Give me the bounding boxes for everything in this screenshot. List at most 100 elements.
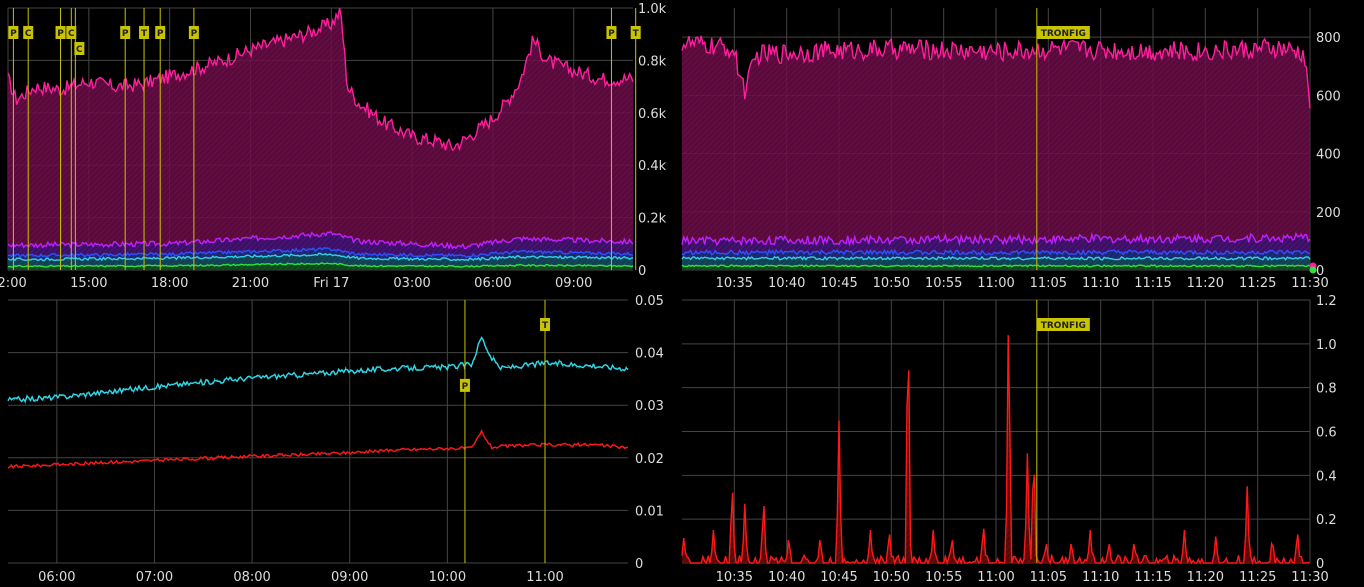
x-tick-label: 10:40: [768, 276, 805, 291]
x-tick-label: 10:50: [873, 570, 910, 585]
y-tick-label: 1.0: [1316, 338, 1337, 353]
x-tick-label: 08:00: [233, 570, 270, 585]
x-tick-label: 10:55: [925, 276, 962, 291]
y-tick-label: 0.2k: [638, 212, 667, 227]
x-tick-label: 11:05: [1030, 276, 1067, 291]
series-blue-line: [7, 247, 634, 259]
x-tick-label: 10:45: [820, 276, 857, 291]
x-tick-label: 10:35: [716, 570, 753, 585]
y-tick-label: 0: [1316, 557, 1324, 572]
x-tick-label: 15:00: [70, 276, 107, 291]
series-purple-line: [681, 232, 1311, 248]
series-pink-line: [681, 35, 1311, 109]
y-tick-label: 0.6k: [638, 107, 667, 122]
y-tick-label: 0.04: [635, 347, 664, 362]
y-tick-label: 600: [1316, 89, 1341, 104]
y-tick-label: 1.0k: [638, 2, 667, 17]
x-tick-label: 10:45: [820, 570, 857, 585]
y-tick-label: 0: [1316, 264, 1324, 279]
y-tick-label: 0.4: [1316, 469, 1337, 484]
x-tick-label: 11:15: [1134, 570, 1171, 585]
event-flag-label: P: [57, 29, 64, 39]
y-tick-label: 0.6: [1316, 426, 1337, 441]
series-red-hatch: [682, 335, 1310, 563]
plot-area: [8, 300, 628, 563]
series-pink-line: [7, 7, 634, 152]
x-tick-label: 21:00: [232, 276, 269, 291]
series-green-line: [681, 264, 1311, 268]
event-flag[interactable]: [139, 26, 150, 39]
y-tick-label: 0: [635, 557, 643, 572]
y-tick-label: 0.4k: [638, 159, 667, 174]
event-flag-label: P: [191, 29, 198, 39]
x-tick-label: 11:25: [1239, 276, 1276, 291]
series-green-line: [7, 262, 634, 268]
x-tick-label: 09:00: [555, 276, 592, 291]
x-tick-label: 10:40: [768, 570, 805, 585]
x-tick-label: 10:50: [873, 276, 910, 291]
x-tick-label: 10:55: [925, 570, 962, 585]
series-blue-line: [681, 248, 1311, 257]
x-tick-label: 11:00: [526, 570, 563, 585]
x-tick-label: 06:00: [474, 276, 511, 291]
event-flag-label: TRONFIG: [1041, 321, 1086, 331]
series-red-line: [681, 335, 1311, 566]
y-tick-label: 800: [1316, 31, 1341, 46]
x-tick-label: 12:00: [0, 276, 27, 291]
event-flag[interactable]: [55, 26, 66, 39]
y-tick-label: 0.2: [1316, 513, 1337, 528]
x-tick-label: 10:35: [716, 276, 753, 291]
x-tick-label: 03:00: [393, 276, 430, 291]
event-flag[interactable]: [23, 26, 34, 39]
x-tick-label: 11:20: [1187, 276, 1224, 291]
event-flag[interactable]: [606, 26, 617, 39]
event-flag-label: P: [462, 382, 469, 392]
event-flag-label: T: [141, 29, 148, 39]
event-flag-label: TRONFIG: [1041, 29, 1086, 39]
event-flag[interactable]: [1036, 26, 1090, 39]
series-cyan-line: [7, 252, 634, 262]
series-green-hatch: [8, 262, 633, 270]
event-flag[interactable]: [1036, 318, 1090, 331]
series-cyan-line: [681, 255, 1311, 261]
event-flag[interactable]: [120, 26, 131, 39]
x-tick-label: 11:15: [1134, 276, 1171, 291]
y-tick-label: 0.02: [635, 452, 664, 467]
series-pink-hatch: [8, 8, 633, 270]
x-tick-label: 10:00: [429, 570, 466, 585]
panel-requests-1h: 0 200 400 600 800 10:35 10:40 10:45 10:50 10:55 11…: [681, 8, 1341, 291]
event-flag[interactable]: [8, 26, 19, 39]
series-purple-line: [7, 230, 634, 250]
x-tick-label: 11:00: [977, 570, 1014, 585]
series-end-dot: [1309, 266, 1317, 274]
y-tick-label: 200: [1316, 206, 1341, 221]
x-tick-label: 11:00: [977, 276, 1014, 291]
x-tick-label: 11:10: [1082, 570, 1119, 585]
event-flag[interactable]: [630, 26, 641, 39]
x-tick-label: 11:30: [1291, 276, 1328, 291]
event-flag[interactable]: [188, 26, 199, 39]
x-tick-label: 11:10: [1082, 276, 1119, 291]
y-tick-label: 0.8: [1316, 382, 1337, 397]
y-tick-label: 0.01: [635, 504, 664, 519]
event-flag-label: P: [10, 29, 17, 39]
event-flag-label: T: [542, 321, 549, 331]
y-tick-label: 0.05: [635, 294, 664, 309]
series-pink-hatch: [682, 35, 1310, 270]
panel-errors-1h: 0 0.2 0.4 0.6 0.8 1.0 1.2 10:35 10:40 10:45 10:50 1…: [681, 294, 1337, 585]
x-tick-label: 18:00: [151, 276, 188, 291]
panel-latency-6h: 0 0.01 0.02 0.03 0.04 0.05 06:00 07:00 08:00 09:0…: [7, 294, 664, 585]
event-flag[interactable]: [66, 26, 77, 39]
x-tick-label: 06:00: [38, 570, 75, 585]
panel-requests-24h: 0 0.2k 0.4k 0.6k 0.8k 1.0k 12:00 15:00 18:00 21:0…: [0, 2, 667, 291]
event-flag[interactable]: [155, 26, 166, 39]
event-flag[interactable]: [74, 42, 85, 55]
event-flag[interactable]: [459, 378, 470, 392]
event-flag-label: T: [633, 29, 640, 39]
y-tick-label: 0.03: [635, 399, 664, 414]
event-flag[interactable]: [540, 318, 551, 331]
y-tick-label: 1.2: [1316, 294, 1337, 309]
event-flag-label: P: [122, 29, 129, 39]
x-tick-label: 11:20: [1187, 570, 1224, 585]
